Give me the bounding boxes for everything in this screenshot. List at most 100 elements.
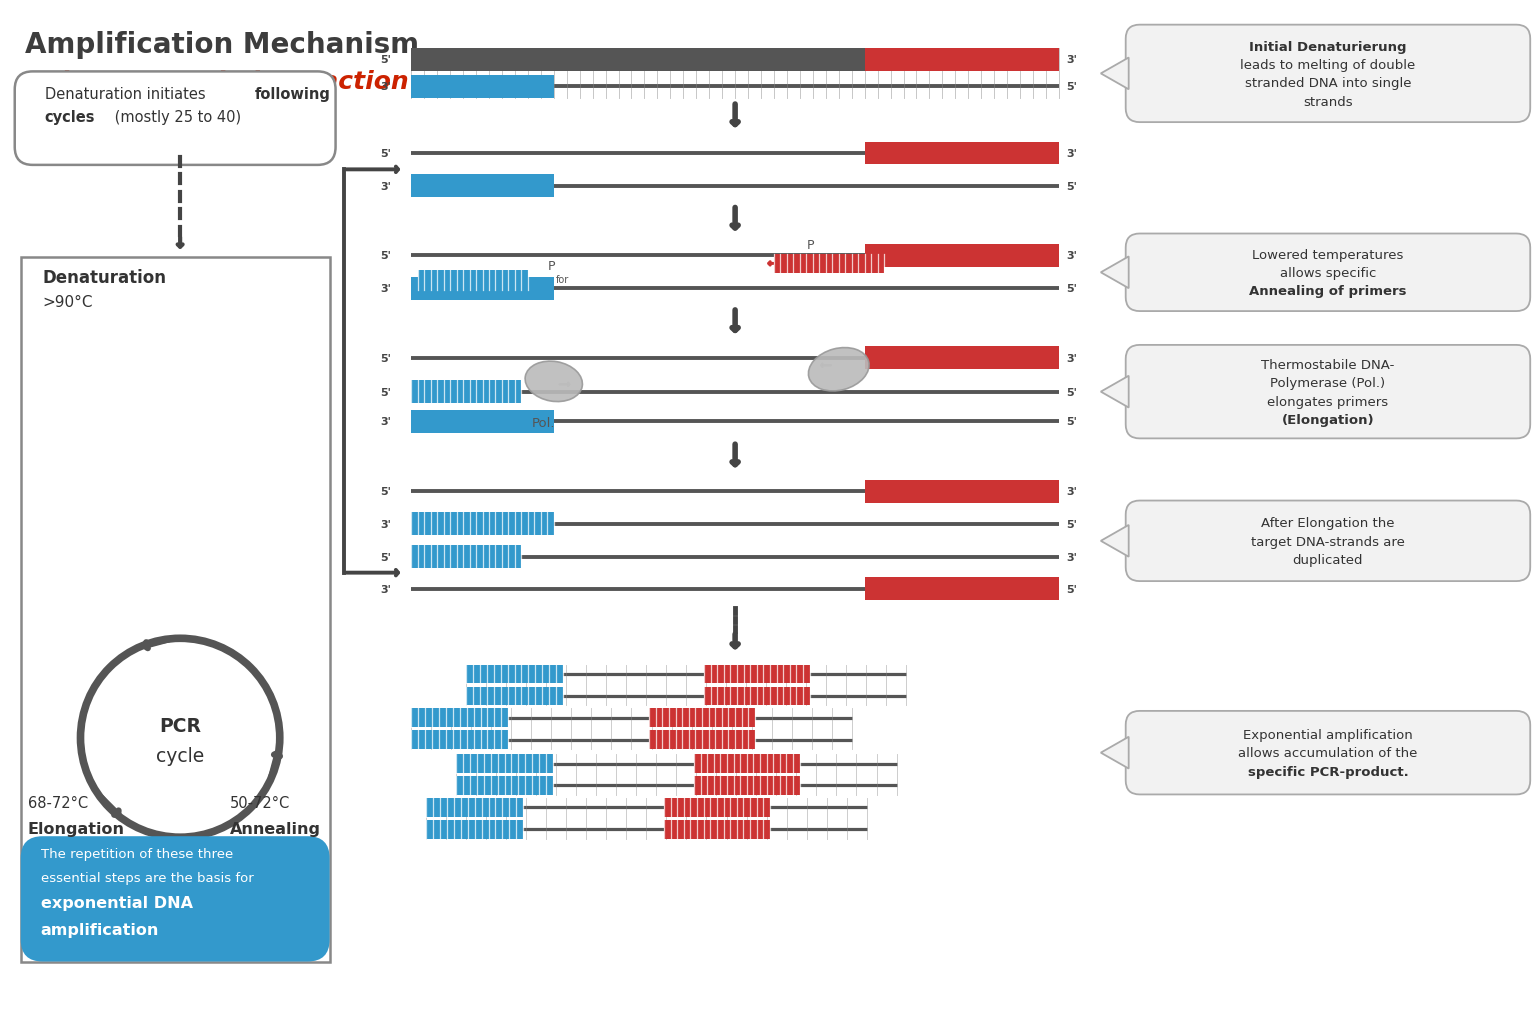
Text: cycles: cycles	[45, 110, 95, 125]
Text: 3': 3'	[381, 181, 392, 192]
Text: Denaturation: Denaturation	[43, 269, 166, 287]
Bar	[774, 255, 885, 274]
Bar	[412, 709, 508, 728]
Text: The repetition of these three: The repetition of these three	[40, 848, 233, 860]
Bar	[650, 709, 754, 728]
Text: 5': 5'	[381, 55, 392, 65]
Text: specific PCR-product.: specific PCR-product.	[1247, 765, 1409, 779]
Text: After Elongation the: After Elongation the	[1261, 517, 1395, 530]
Bar	[865, 578, 1058, 600]
Bar	[412, 513, 554, 536]
Bar	[694, 754, 800, 773]
Bar	[427, 820, 524, 839]
Text: (mostly 25 to 40): (mostly 25 to 40)	[111, 110, 241, 125]
Text: 5': 5'	[1066, 387, 1077, 397]
FancyBboxPatch shape	[1126, 501, 1530, 582]
FancyBboxPatch shape	[20, 837, 330, 962]
Text: Lowered temperatures: Lowered temperatures	[1252, 249, 1404, 262]
Text: Denaturation initiates: Denaturation initiates	[45, 88, 210, 102]
Bar	[418, 271, 528, 290]
Text: allows accumulation of the: allows accumulation of the	[1238, 747, 1418, 760]
Text: 3': 3'	[1066, 149, 1077, 159]
Text: (Elongation): (Elongation)	[1281, 414, 1375, 427]
Bar	[412, 731, 508, 749]
Bar	[412, 277, 554, 301]
Bar	[412, 546, 521, 569]
Bar	[412, 381, 521, 404]
Text: Polymerase (Pol.): Polymerase (Pol.)	[1270, 377, 1385, 390]
Text: 5': 5'	[381, 487, 392, 496]
Text: Polymerase Chain Reaction: Polymerase Chain Reaction	[25, 70, 409, 95]
Bar	[650, 731, 754, 749]
Text: following: following	[255, 88, 330, 102]
Text: Elongation: Elongation	[28, 821, 124, 837]
FancyBboxPatch shape	[1126, 711, 1530, 795]
Text: 3': 3'	[381, 83, 392, 93]
Bar	[865, 347, 1058, 370]
Bar	[664, 798, 770, 817]
Bar	[703, 665, 809, 684]
Text: 68-72°C: 68-72°C	[28, 796, 88, 811]
Text: Exponential amplification: Exponential amplification	[1243, 729, 1413, 742]
Text: Thermostabile DNA-: Thermostabile DNA-	[1261, 359, 1395, 372]
Text: 5': 5'	[381, 387, 392, 397]
Text: 3': 3'	[1066, 55, 1077, 65]
Ellipse shape	[525, 362, 582, 403]
Text: duplicated: duplicated	[1293, 553, 1364, 567]
Polygon shape	[1101, 376, 1129, 409]
Text: stranded DNA into single: stranded DNA into single	[1244, 77, 1412, 91]
Bar	[456, 754, 553, 773]
Text: 5': 5'	[1066, 584, 1077, 594]
Bar	[412, 49, 865, 71]
Text: 3': 3'	[1066, 251, 1077, 261]
FancyBboxPatch shape	[1126, 25, 1530, 123]
Polygon shape	[1101, 526, 1129, 557]
Text: strands: strands	[1303, 96, 1353, 109]
Bar	[412, 175, 554, 198]
Text: 3': 3'	[381, 417, 392, 427]
Bar	[456, 776, 553, 795]
Text: for: for	[556, 275, 568, 285]
Text: 5': 5'	[381, 149, 392, 159]
Bar	[427, 798, 524, 817]
Bar	[865, 49, 1058, 71]
Text: Amplification Mechanism: Amplification Mechanism	[25, 31, 419, 58]
FancyBboxPatch shape	[1126, 345, 1530, 439]
Text: 3': 3'	[1066, 552, 1077, 562]
Text: 3': 3'	[381, 284, 392, 293]
Text: 3': 3'	[1066, 487, 1077, 496]
FancyBboxPatch shape	[15, 72, 335, 166]
Text: 5': 5'	[1066, 83, 1077, 93]
FancyBboxPatch shape	[1126, 234, 1530, 312]
Text: rev: rev	[816, 253, 831, 263]
Text: exponential DNA: exponential DNA	[40, 895, 192, 910]
Text: 3': 3'	[1066, 354, 1077, 364]
Text: 3': 3'	[381, 584, 392, 594]
Text: 5': 5'	[381, 552, 392, 562]
Bar	[664, 820, 770, 839]
Polygon shape	[1101, 58, 1129, 91]
Text: P: P	[548, 260, 556, 273]
Text: 5': 5'	[381, 251, 392, 261]
Text: 5': 5'	[1066, 284, 1077, 293]
Text: 5': 5'	[1066, 181, 1077, 192]
Text: Initial Denaturierung: Initial Denaturierung	[1249, 41, 1407, 54]
Text: 3': 3'	[381, 520, 392, 530]
Text: elongates primers: elongates primers	[1267, 395, 1389, 409]
Text: allows specific: allows specific	[1279, 267, 1376, 280]
Bar	[865, 480, 1058, 503]
Text: amplification: amplification	[40, 922, 160, 936]
Text: P: P	[806, 239, 814, 253]
Text: essential steps are the basis for: essential steps are the basis for	[40, 871, 253, 884]
Text: target DNA-strands are: target DNA-strands are	[1250, 535, 1405, 548]
Polygon shape	[1101, 257, 1129, 289]
Bar	[412, 75, 554, 99]
Text: 5': 5'	[381, 354, 392, 364]
Bar	[465, 687, 564, 706]
Text: Annealing: Annealing	[230, 821, 321, 837]
Text: 5': 5'	[1066, 520, 1077, 530]
Bar	[703, 687, 809, 706]
Polygon shape	[1101, 737, 1129, 768]
Ellipse shape	[808, 348, 869, 391]
Bar	[694, 776, 800, 795]
